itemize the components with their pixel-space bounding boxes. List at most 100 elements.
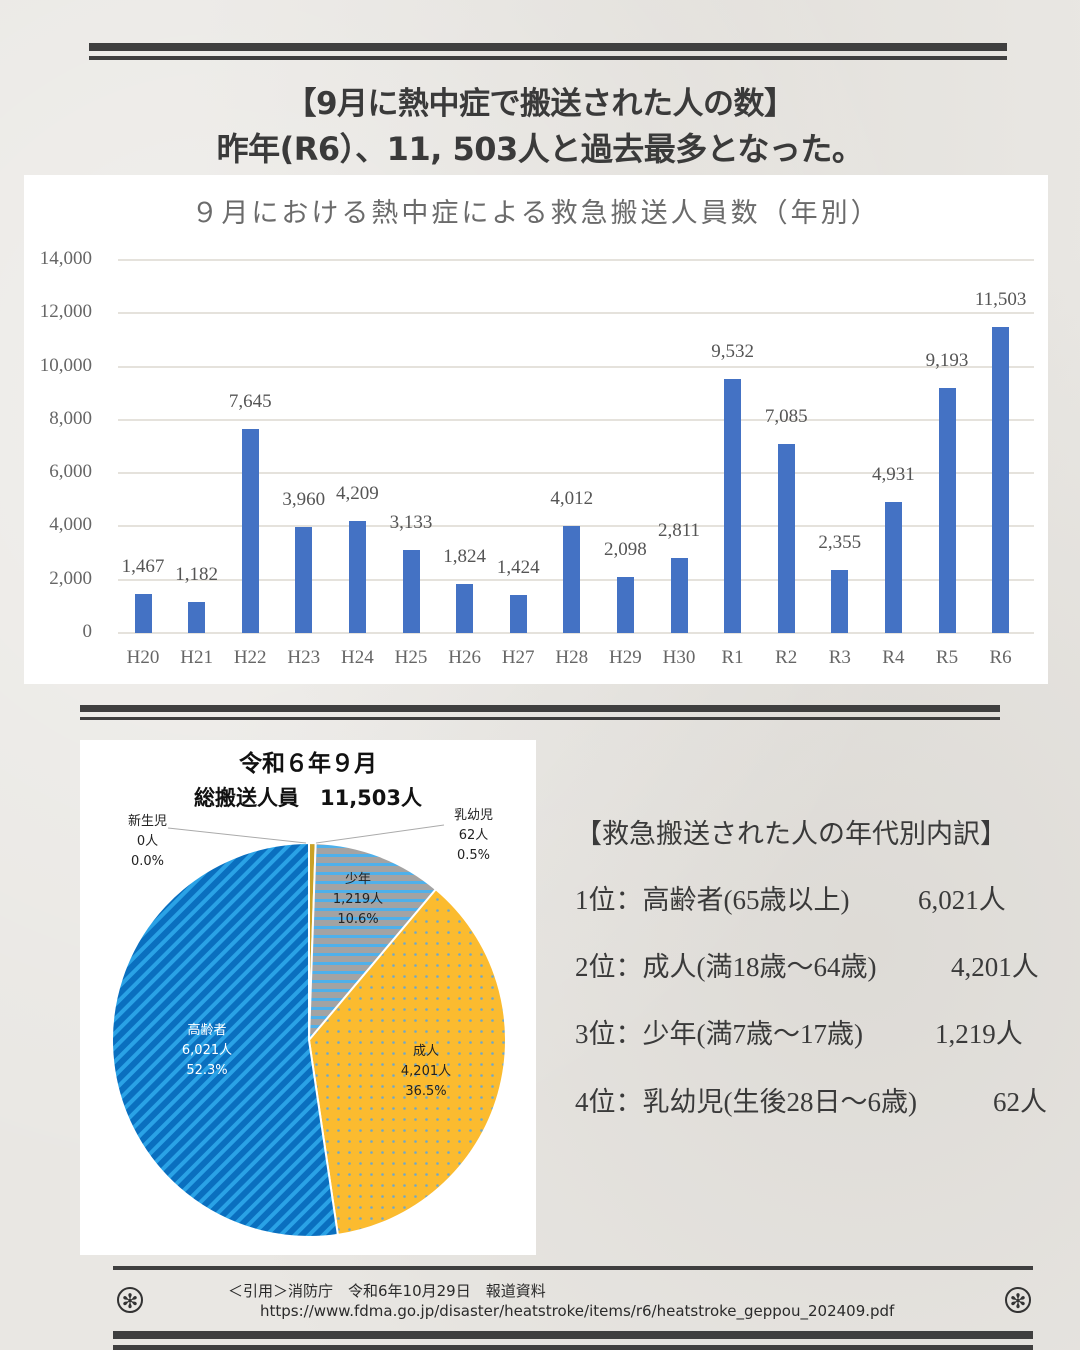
breakdown-title: 【救急搬送された人の年代別内訳】 bbox=[575, 819, 1007, 850]
breakdown-item-3: 3位：少年(満7歳〜17歳) 1,219人 bbox=[575, 1012, 1023, 1051]
bar bbox=[724, 379, 742, 633]
bar-value-label: 3,960 bbox=[282, 489, 326, 511]
gridline bbox=[118, 632, 1034, 634]
x-tick-label: H29 bbox=[609, 647, 642, 668]
pie-label-adult: 成人 4,201人 36.5% bbox=[400, 1044, 452, 1099]
bar bbox=[884, 501, 902, 633]
breakdown-value: 62人 bbox=[993, 1087, 1047, 1117]
pie-chart-panel: 令和６年９月 総搬送人員 11,503人 新生児 0人 0.0% 乳幼児 62人 bbox=[80, 740, 536, 1255]
breakdown-value: 4,201人 bbox=[951, 952, 1039, 982]
bar-value-label: 9,193 bbox=[925, 350, 969, 372]
breakdown-rank-label: 2位：成人(満18歳〜64歳) bbox=[575, 952, 877, 982]
bar bbox=[134, 593, 152, 633]
y-tick-label: 12,000 bbox=[39, 301, 92, 323]
bar-value-label: 9,532 bbox=[711, 341, 754, 363]
bar bbox=[616, 577, 634, 633]
citation-source: ＜引用＞消防庁 令和6年10月29日 報道資料 bbox=[228, 1282, 546, 1300]
breakdown-value: 6,021人 bbox=[918, 885, 1006, 915]
y-tick-label: 4,000 bbox=[49, 514, 92, 536]
pie-slices bbox=[111, 841, 507, 1238]
breakdown-item-1: 1位：高齢者(65歳以上) 6,021人 bbox=[575, 878, 1006, 917]
bar bbox=[831, 570, 849, 633]
x-tick-label: H27 bbox=[501, 647, 535, 668]
headline-title: 【9月に熱中症で搬送された人の数】 bbox=[285, 86, 795, 122]
bar bbox=[992, 326, 1010, 633]
gridline bbox=[118, 418, 1034, 421]
bar bbox=[402, 549, 420, 633]
bar bbox=[777, 444, 795, 633]
y-tick-label: 14,000 bbox=[39, 248, 92, 269]
bar bbox=[348, 520, 366, 633]
x-tick-label: R1 bbox=[721, 647, 744, 668]
breakdown-value: 1,219人 bbox=[935, 1019, 1023, 1049]
footer-rule-top bbox=[113, 1266, 1033, 1270]
x-tick-label: H23 bbox=[287, 647, 321, 668]
bar-chart-panel: ９月における熱中症による救急搬送人員数（年別） 0 2,000 4,000 6,000… bbox=[24, 175, 1048, 684]
bar-value-label: 7,645 bbox=[228, 391, 272, 413]
breakdown-rank-label: 3位：少年(満7歳〜17歳) bbox=[575, 1019, 863, 1049]
bar bbox=[563, 526, 581, 633]
y-tick-label: 0 bbox=[82, 621, 93, 642]
x-tick-label: H24 bbox=[341, 647, 374, 668]
breakdown-item-2: 2位：成人(満18歳〜64歳) 4,201人 bbox=[575, 945, 1039, 984]
bar-value-label: 4,012 bbox=[550, 488, 594, 510]
middle-rule-thin bbox=[80, 717, 1000, 720]
y-tick-label: 2,000 bbox=[49, 567, 92, 589]
footer-rule-thick bbox=[113, 1331, 1033, 1339]
bar bbox=[241, 429, 259, 633]
bar bbox=[295, 527, 313, 633]
x-tick-label: R2 bbox=[775, 647, 798, 668]
top-rule-thin bbox=[89, 56, 1007, 60]
citation-url[interactable]: https://www.fdma.go.jp/disaster/heatstro… bbox=[260, 1302, 895, 1320]
x-tick-label: H30 bbox=[662, 647, 696, 668]
breakdown-rank-label: 4位：乳幼児(生後28日〜6歳) bbox=[575, 1087, 917, 1117]
bar-chart-title: ９月における熱中症による救急搬送人員数（年別） bbox=[191, 198, 881, 229]
middle-rule-thick bbox=[80, 705, 1000, 712]
asterisk-icon-right: ✻ bbox=[1005, 1287, 1031, 1313]
bar-value-label: 3,133 bbox=[389, 511, 433, 533]
bar-value-label: 2,098 bbox=[604, 539, 647, 561]
y-tick-label: 6,000 bbox=[49, 461, 92, 483]
pie-slice-adult bbox=[307, 887, 507, 1237]
x-tick-label: H26 bbox=[448, 647, 481, 668]
bar bbox=[509, 595, 527, 633]
gridline bbox=[118, 312, 1034, 315]
gridline bbox=[118, 472, 1034, 475]
bar bbox=[188, 601, 206, 633]
bar-value-label: 4,209 bbox=[336, 482, 379, 504]
y-tick-label: 8,000 bbox=[49, 407, 92, 429]
x-tick-label: H20 bbox=[126, 647, 160, 668]
pie-chart-subtitle: 総搬送人員 11,503人 bbox=[193, 786, 423, 810]
leader-line-infant bbox=[315, 824, 445, 844]
bar-value-label: 1,824 bbox=[443, 546, 486, 568]
x-tick-label: H25 bbox=[394, 647, 428, 668]
gridline bbox=[118, 259, 1034, 261]
headline-subtitle: 昨年(R6）、11, 503人と過去最多となった。 bbox=[216, 130, 864, 168]
asterisk-icon-left: ✻ bbox=[117, 1287, 143, 1313]
breakdown-item-4: 4位：乳幼児(生後28日〜6歳) 62人 bbox=[575, 1080, 1047, 1119]
breakdown-rank-label: 1位：高齢者(65歳以上) bbox=[575, 885, 850, 915]
pie-label-newborn: 新生児 0人 0.0% bbox=[127, 814, 167, 869]
bar-value-label: 11,503 bbox=[974, 288, 1027, 310]
x-tick-label: H22 bbox=[233, 647, 267, 668]
pie-label-infant: 乳幼児 62人 0.5% bbox=[453, 808, 493, 863]
x-tick-label: H21 bbox=[180, 647, 213, 668]
x-tick-label: R5 bbox=[935, 647, 959, 668]
bar-value-label: 1,424 bbox=[496, 557, 540, 579]
pie-chart-graphic bbox=[111, 824, 507, 1238]
gridline bbox=[118, 365, 1034, 368]
footer-rule-bottom bbox=[113, 1345, 1033, 1350]
bar bbox=[456, 584, 474, 633]
bar-value-label: 7,085 bbox=[764, 406, 808, 428]
x-tick-label: R3 bbox=[828, 647, 851, 668]
top-rule-thick bbox=[89, 43, 1007, 51]
y-tick-label: 10,000 bbox=[39, 354, 92, 376]
x-tick-label: H28 bbox=[555, 647, 589, 668]
leader-line-newborn bbox=[167, 827, 307, 844]
pie-slice-youth bbox=[307, 842, 438, 1043]
bar-value-label: 2,811 bbox=[657, 520, 701, 542]
bar bbox=[938, 388, 956, 633]
bar-value-label: 1,467 bbox=[121, 555, 165, 577]
pie-label-elderly: 高齢者 6,021人 52.3% bbox=[181, 1023, 233, 1078]
bar-value-label: 1,182 bbox=[175, 563, 218, 585]
